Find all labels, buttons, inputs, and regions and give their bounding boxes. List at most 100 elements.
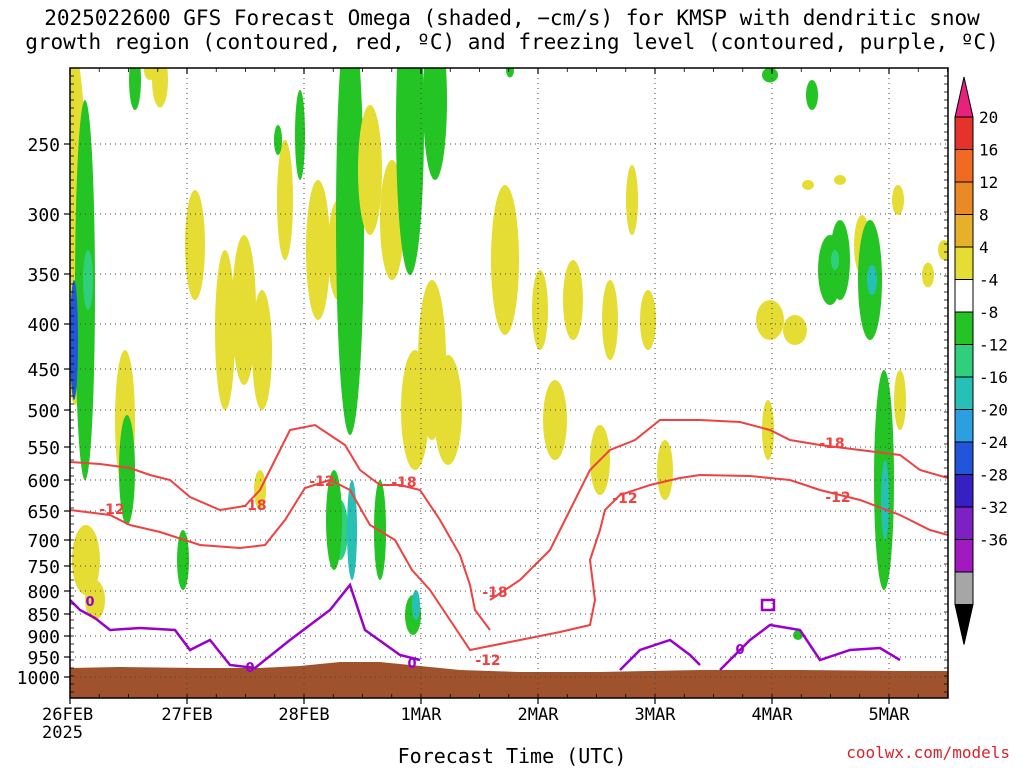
y-tick-label: 1000 <box>17 668 60 689</box>
colorbar-segment <box>954 246 974 280</box>
colorbar-label: -24 <box>979 433 1008 452</box>
omega-shade-cell <box>232 235 256 385</box>
colorbar-segment <box>954 116 974 150</box>
omega-shade-cell <box>657 440 673 500</box>
omega-shade-cell <box>72 525 100 595</box>
x-tick-label: 28FEB <box>278 705 329 725</box>
omega-shade-cell <box>252 290 272 410</box>
omega-shade-cell <box>177 530 189 590</box>
y-tick-label: 550 <box>27 438 60 459</box>
colorbar-segment <box>954 344 974 378</box>
omega-shade-cell <box>892 185 904 215</box>
x-tick-label: 27FEB <box>161 705 212 725</box>
colorbar: 20 16 12 8 4 -4 -8 -12 -16 -20 -24 -28 -32 -36 <box>954 76 1008 645</box>
y-tick-label: 750 <box>27 557 60 578</box>
omega-shade-cell <box>762 68 778 83</box>
colorbar-label: -12 <box>979 336 1008 355</box>
omega-shade-cell <box>881 460 889 540</box>
omega-shade-cell <box>806 80 818 110</box>
colorbar-label: -20 <box>979 401 1008 420</box>
purple-contour-3 <box>760 598 776 612</box>
y-tick-label: 450 <box>27 360 60 381</box>
omega-shade-cell <box>894 370 906 430</box>
colorbar-segment <box>954 214 974 248</box>
colorbar-arrow-bottom <box>954 604 974 645</box>
omega-shade-cell <box>347 480 357 580</box>
omega-shade-cell <box>85 580 105 620</box>
omega-shade-cell <box>215 250 235 410</box>
contour-labels: -12 -18 -12 -18 -18 -12 -12 -18 -12 0 0 0 0 <box>85 436 850 676</box>
y-tick-label: 800 <box>27 582 60 603</box>
colorbar-segment <box>954 571 974 605</box>
omega-shade-cell <box>626 165 638 235</box>
colorbar-segment <box>954 181 974 215</box>
y-tick-label: 600 <box>27 471 60 492</box>
red-contour-label: -12 <box>612 491 637 507</box>
omega-shade-cell <box>129 68 141 110</box>
omega-shade-cell <box>830 220 850 300</box>
colorbar-segment <box>954 376 974 410</box>
colorbar-segment <box>954 474 974 508</box>
y-tick-label: 850 <box>27 605 60 626</box>
colorbar-segment <box>954 409 974 443</box>
red-contour-2 <box>489 419 948 601</box>
omega-shade-cell <box>491 185 519 335</box>
x-axis-label: Forecast Time (UTC) <box>397 744 627 768</box>
omega-shade-cell <box>423 68 447 180</box>
title-line-1: 2025022600 GFS Forecast Omega (shaded, −… <box>44 6 980 30</box>
omega-shade-cell <box>412 590 420 620</box>
red-contour-label: -12 <box>99 502 124 518</box>
red-contour-0 <box>70 423 491 631</box>
y-tick-label: 350 <box>27 265 60 286</box>
omega-shade-cell <box>119 415 135 525</box>
purple-contour-label: 0 <box>735 643 744 658</box>
colorbar-label: -16 <box>979 368 1008 387</box>
colorbar-segment <box>954 279 974 313</box>
colorbar-segment <box>954 311 974 345</box>
omega-shading <box>70 68 948 640</box>
title-line-2: growth region (contoured, red, ºC) and f… <box>25 30 999 54</box>
omega-shade-cell <box>834 175 846 185</box>
purple-contour-0 <box>70 582 421 670</box>
grid-lines <box>70 68 948 698</box>
omega-shade-cell <box>434 355 462 465</box>
ground-terrain <box>70 662 948 698</box>
x-tick-label: 5MAR <box>869 705 911 725</box>
red-contour-label: -18 <box>819 436 844 452</box>
omega-shade-cell <box>185 190 205 300</box>
omega-shade-cell <box>783 315 807 345</box>
x-tick-label: 26FEB <box>42 705 93 725</box>
omega-shade-cell <box>922 262 934 288</box>
omega-shade-cell <box>831 250 839 270</box>
purple-contour-2 <box>719 623 901 671</box>
x-tick-label: 3MAR <box>635 705 677 725</box>
purple-contour-label: 0 <box>245 661 254 676</box>
colorbar-segment <box>954 149 974 183</box>
y-tick-label: 650 <box>27 502 60 523</box>
red-contour-label: -12 <box>475 653 500 669</box>
red-contour-label: -18 <box>241 498 266 514</box>
colorbar-label: -4 <box>979 271 998 290</box>
y-tick-label: 300 <box>27 205 60 226</box>
colorbar-label: -32 <box>979 498 1008 517</box>
credit-text: coolwx.com/models <box>846 743 1010 762</box>
y-tick-label: 700 <box>27 531 60 552</box>
omega-shade-cell <box>274 125 282 155</box>
omega-shade-cell <box>306 180 330 320</box>
omega-shade-cell <box>295 90 305 180</box>
red-contour-label: -12 <box>825 490 850 506</box>
purple-contour-label: 0 <box>407 657 416 672</box>
colorbar-label: 8 <box>979 206 989 225</box>
omega-shade-cell <box>543 380 567 460</box>
purple-contour-label: 0 <box>85 595 94 610</box>
omega-shade-cell <box>602 280 618 360</box>
omega-shade-cell <box>326 470 342 570</box>
x-tick-label: 2MAR <box>518 705 560 725</box>
colorbar-label: 20 <box>979 108 998 127</box>
red-contour-label: -12 <box>309 474 334 490</box>
colorbar-segment <box>954 441 974 475</box>
omega-shade-cell <box>802 180 814 190</box>
colorbar-segment <box>954 506 974 540</box>
plot-background <box>70 68 948 698</box>
